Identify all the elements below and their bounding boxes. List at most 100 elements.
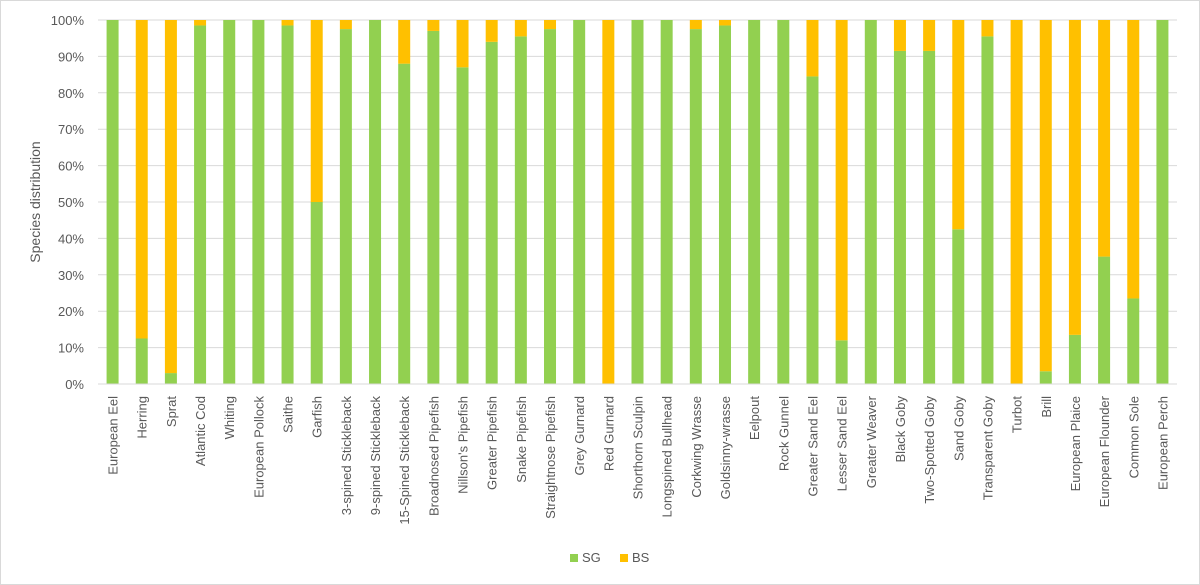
bar-segment-bs (339, 20, 352, 30)
bar-segment-bs (689, 20, 702, 30)
bar-segment-sg (310, 202, 323, 384)
bar-segment-bs (1098, 20, 1111, 257)
y-tick-label: 70% (58, 122, 84, 137)
y-tick-label: 20% (58, 304, 84, 319)
x-tick-label: 15-Spined Stickleback (397, 396, 412, 525)
x-axis-tick-labels: European Eel Herring Sprat Atlantic Cod Whit… (106, 395, 1171, 524)
x-tick-label: Atlantic Cod (193, 396, 208, 466)
bar-segment-sg (923, 50, 936, 384)
bar-segment-bs (923, 20, 936, 51)
bar-segment-bs (835, 20, 848, 341)
bar-segment-sg (864, 20, 877, 384)
x-tick-label: Shorthorn Sculpin (631, 396, 646, 499)
y-tick-label: 50% (58, 195, 84, 210)
y-tick-label: 90% (58, 49, 84, 64)
x-tick-label: Common Sole (1126, 396, 1141, 478)
bar-segment-sg (777, 20, 790, 384)
x-tick-label: Snake Pipefish (514, 396, 529, 483)
x-tick-label: Greater Pipefish (485, 396, 500, 490)
bar-segment-sg (194, 25, 207, 385)
x-tick-label: European Flounder (1097, 395, 1112, 507)
bar-segment-sg (689, 29, 702, 384)
x-tick-label: Black Goby (893, 396, 908, 463)
y-tick-label: 100% (51, 13, 85, 28)
bar-segment-sg (514, 36, 527, 384)
bar-segment-sg (281, 25, 294, 385)
bar-segment-sg (806, 76, 819, 385)
bar-segment-bs (310, 20, 323, 202)
x-tick-label: European Eel (106, 396, 121, 475)
bar-segment-sg (1039, 371, 1052, 384)
x-tick-label: Grey Gurnard (572, 396, 587, 475)
bar-segment-bs (164, 20, 177, 374)
bar-segment-bs (952, 20, 965, 230)
bar-segment-sg (1156, 20, 1169, 384)
x-tick-label: 9-spined Stickleback (368, 396, 383, 516)
legend-swatch-sg (570, 554, 578, 562)
legend-swatch-bs (620, 554, 628, 562)
x-tick-label: Sand Goby (951, 396, 966, 462)
bar-segment-bs (544, 20, 557, 30)
bars (106, 20, 1169, 385)
bar-segment-sg (223, 20, 236, 384)
bar-segment-sg (835, 340, 848, 384)
x-tick-label: European Pollock (251, 396, 266, 498)
y-tick-label: 80% (58, 86, 84, 101)
x-tick-label: Two-Spotted Goby (922, 396, 937, 504)
bar-segment-bs (485, 20, 498, 42)
bar-segment-sg (573, 20, 586, 384)
x-tick-label: Saithe (281, 396, 296, 433)
bar-segment-bs (456, 20, 469, 68)
bar-segment-bs (602, 20, 615, 384)
bar-segment-sg (1127, 298, 1140, 384)
x-tick-label: European Plaice (1068, 396, 1083, 491)
bar-segment-bs (398, 20, 411, 64)
y-tick-label: 0% (65, 377, 84, 392)
x-tick-label: 3-spined Stickleback (339, 396, 354, 516)
bar-segment-bs (514, 20, 527, 37)
x-tick-label: Brill (1039, 396, 1054, 418)
x-tick-label: Lesser Sand Eel (835, 396, 850, 492)
legend-label-sg: SG (582, 550, 601, 565)
bar-segment-sg (631, 20, 644, 384)
x-tick-label: Nillson's Pipefish (456, 396, 471, 494)
bar-segment-bs (806, 20, 819, 77)
bar-segment-sg (748, 20, 761, 384)
bar-segment-sg (485, 41, 498, 385)
y-tick-label: 40% (58, 231, 84, 246)
x-tick-label: Rock Gunnel (776, 396, 791, 471)
x-tick-label: Broadnosed Pipefish (426, 396, 441, 516)
x-tick-label: Turbot (1010, 396, 1025, 433)
bar-segment-sg (718, 25, 731, 385)
y-tick-label: 60% (58, 159, 84, 174)
bar-segment-bs (281, 20, 294, 26)
bar-segment-sg (1068, 334, 1081, 384)
x-tick-label: Goldsinny-wrasse (718, 396, 733, 499)
bar-segment-sg (660, 20, 673, 384)
bar-segment-bs (981, 20, 994, 37)
bar-segment-bs (194, 20, 207, 26)
x-tick-label: Whiting (222, 396, 237, 439)
y-axis-title: Species distribution (27, 141, 43, 262)
x-tick-label: Corkwing Wrasse (689, 396, 704, 498)
bar-segment-bs (1127, 20, 1140, 299)
bar-segment-sg (106, 20, 119, 384)
bar-segment-sg (952, 229, 965, 384)
x-tick-label: Herring (135, 396, 150, 439)
bar-segment-sg (456, 67, 469, 384)
x-tick-label: Straightnose Pipefish (543, 396, 558, 519)
bar-segment-bs (427, 20, 440, 31)
bar-segment-sg (252, 20, 265, 384)
legend: SG BS (570, 550, 650, 565)
bar-segment-sg (427, 30, 440, 384)
bar-segment-sg (398, 63, 411, 385)
x-tick-label: Red Gurnard (601, 396, 616, 471)
bar-segment-bs (718, 20, 731, 26)
x-tick-label: Garfish (310, 396, 325, 438)
x-tick-label: Longspined Bullhead (660, 396, 675, 517)
y-axis-tick-labels: 0% 10% 20% 30% 40% 50% 60% 70% 80% 90% 100% (51, 13, 85, 392)
bar-segment-sg (893, 50, 906, 384)
x-tick-label: Greater Sand Eel (805, 396, 820, 497)
x-tick-label: European Perch (1155, 396, 1170, 490)
bar-segment-sg (981, 36, 994, 384)
